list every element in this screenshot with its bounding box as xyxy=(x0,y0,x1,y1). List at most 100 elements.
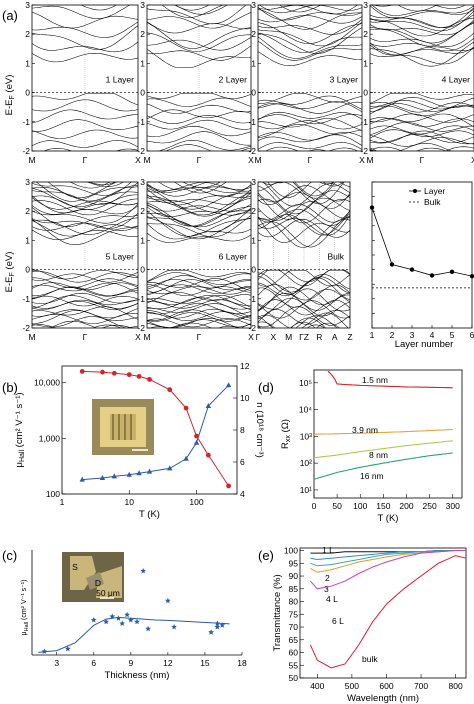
band-ytick-label: -2 xyxy=(248,323,256,333)
b-ytick-left-label: 1,000 xyxy=(39,433,61,443)
carrier-point xyxy=(193,439,200,445)
valence-band xyxy=(370,118,474,127)
d-xtick-label: 50 xyxy=(332,501,342,511)
legend-bulk-label: Bulk xyxy=(424,197,441,207)
gap-xtick-label: 2 xyxy=(390,330,395,340)
c-inset-label-d: D xyxy=(95,578,101,588)
c-data-point xyxy=(128,617,134,623)
conduction-band xyxy=(147,192,251,205)
valence-band xyxy=(370,97,474,113)
band-ytick-label: -2 xyxy=(137,146,145,156)
band-ytick-label: 0 xyxy=(140,265,145,275)
valence-band xyxy=(370,135,474,147)
c-xtick-label: 3 xyxy=(54,658,59,668)
c-inset-flake xyxy=(86,572,104,590)
valence-band xyxy=(49,320,138,328)
c-data-point xyxy=(140,568,146,574)
c-data-point xyxy=(134,618,140,625)
gap-xtick-label: 5 xyxy=(450,330,455,340)
valence-band xyxy=(258,132,362,141)
band-ytick-label: 2 xyxy=(25,206,30,216)
gap-xtick-label: 1 xyxy=(370,330,375,340)
transmittance-curve xyxy=(310,550,466,590)
b-inset-image xyxy=(92,399,154,455)
carrier-point xyxy=(225,382,232,388)
valence-band xyxy=(32,310,138,324)
valence-band xyxy=(32,277,138,288)
mobility-point xyxy=(100,369,105,375)
b-ytick-left-label: 10,000 xyxy=(34,378,60,388)
kpoint-label: X xyxy=(135,155,141,165)
valence-band xyxy=(258,95,362,110)
conduction-band xyxy=(397,5,438,12)
c-ylabel: μHall (cm² V⁻¹ s⁻¹) xyxy=(21,580,30,636)
layer-label: 3 Layer xyxy=(330,74,359,84)
gap-xtick-label: 6 xyxy=(470,330,474,340)
conduction-band xyxy=(258,9,362,30)
conduction-band xyxy=(432,5,442,6)
b-ytick-right-label: 6 xyxy=(240,457,245,467)
valence-band xyxy=(32,286,138,297)
c-xtick-label: 12 xyxy=(163,658,173,668)
conduction-band xyxy=(147,202,251,227)
valence-band xyxy=(32,316,127,328)
band-ytick-label: 3 xyxy=(25,177,30,187)
e-frame xyxy=(299,547,467,679)
band-ytick-label: -2 xyxy=(137,323,145,333)
valence-band xyxy=(147,292,251,304)
band-ytick-label: -1 xyxy=(248,294,256,304)
conduction-band xyxy=(32,41,138,53)
e-ytick-label: 60 xyxy=(289,648,299,658)
conduction-band xyxy=(32,212,138,229)
mobility-point xyxy=(183,405,189,411)
kpoint-label: Γ xyxy=(83,332,88,342)
d-ytick-label: 10² xyxy=(300,458,312,468)
c-data-point xyxy=(119,620,125,626)
band-ytick-label: 1 xyxy=(140,58,145,68)
band-ylabel-row1: E-EF (eV) xyxy=(4,75,16,116)
valence-band xyxy=(258,118,362,131)
valence-band xyxy=(258,92,362,104)
band-ytick-label: 3 xyxy=(25,0,30,10)
conduction-band xyxy=(370,5,474,19)
carrier-point xyxy=(126,471,132,477)
kpoint-label: M xyxy=(143,332,150,342)
layer-gap-point xyxy=(409,267,415,272)
mobility-point xyxy=(226,483,231,489)
c-fit-line xyxy=(38,616,230,653)
transmittance-curve-label: 3 xyxy=(324,584,329,594)
thickness-mobility-chart: 3 6 9 12 15 18 Thickness (nm) μHall (cm² V⁻¹ s⁻… xyxy=(21,550,247,681)
kpoint-label: M xyxy=(254,155,261,165)
e-ylabel: Transmittance (%) xyxy=(272,574,283,651)
conduction-band xyxy=(182,182,221,188)
conduction-band xyxy=(258,40,362,61)
layer-gap-point xyxy=(469,273,474,279)
gap-xtick-label: 4 xyxy=(430,330,435,340)
kpoint-label: Γ xyxy=(83,155,88,165)
kpoint-label: X xyxy=(270,332,276,342)
mobility-point xyxy=(111,370,117,376)
panel-label-d: (d) xyxy=(258,380,274,395)
conduction-band xyxy=(258,27,362,54)
kpoint-label: Γ xyxy=(256,332,261,342)
gap-frame xyxy=(371,181,473,329)
transmittance-curve xyxy=(310,550,466,561)
transmittance-chart: 100 95 90 85 80 75 70 65 60 55 50 400 500 600 700 800 Wa… xyxy=(272,545,467,704)
d-ytick-label: 10³ xyxy=(300,431,312,441)
mobility-chart: 10,000 1,000 100 12 10 8 6 4 1 10 100 T (K) μHall (c… xyxy=(14,361,265,520)
d-ytick-label: 10⁵ xyxy=(299,378,312,388)
conduction-band xyxy=(258,218,350,238)
layer-label: 1 Layer xyxy=(106,74,135,84)
kpoint-label: X xyxy=(135,332,141,342)
layer-gap-line xyxy=(371,207,473,277)
b-inset-gap xyxy=(124,414,126,440)
kpoint-label: M xyxy=(28,155,35,165)
valence-band xyxy=(258,101,362,114)
c-data-point xyxy=(214,624,221,630)
valence-band xyxy=(165,144,251,151)
rxx-curve-label: 16 nm xyxy=(360,471,384,481)
valence-band xyxy=(370,122,474,135)
conduction-band xyxy=(86,182,124,187)
